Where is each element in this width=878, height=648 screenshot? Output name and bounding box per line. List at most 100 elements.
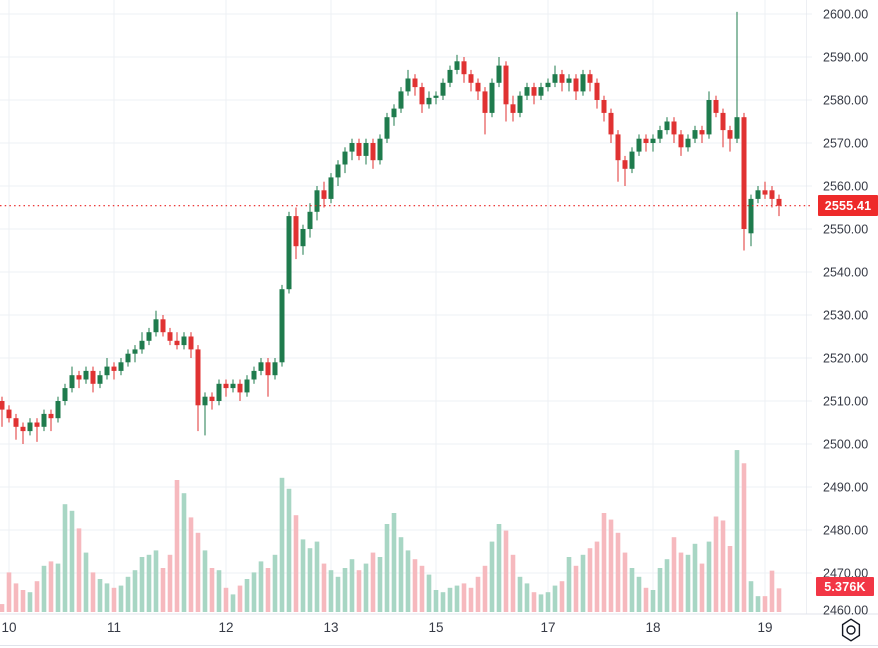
candle-down bbox=[503, 65, 509, 105]
candle-up bbox=[216, 383, 222, 401]
candle-up bbox=[342, 151, 348, 165]
candle-up bbox=[517, 95, 523, 113]
volume-bar bbox=[776, 588, 782, 612]
candle-down bbox=[678, 134, 684, 148]
volume-bar bbox=[188, 517, 194, 612]
price-scale-settings-button[interactable] bbox=[838, 618, 864, 642]
volume-bar bbox=[209, 568, 215, 612]
time-axis-label: 10 bbox=[1, 620, 16, 635]
candle-down bbox=[356, 143, 362, 156]
candle-up bbox=[398, 91, 404, 109]
volume-bar bbox=[20, 590, 26, 612]
volume-label: 5.376K bbox=[816, 577, 874, 596]
candle-up bbox=[83, 370, 89, 380]
candle-up bbox=[307, 211, 313, 229]
candle-up bbox=[251, 370, 257, 380]
candle-down bbox=[475, 82, 481, 92]
volume-bar bbox=[0, 604, 5, 612]
volume-bar bbox=[671, 537, 677, 612]
volume-bar bbox=[412, 559, 418, 612]
candle-down bbox=[741, 117, 747, 229]
candle-wick bbox=[134, 345, 136, 363]
candle-up bbox=[349, 143, 355, 152]
volume-bar bbox=[545, 592, 551, 612]
candle-up bbox=[636, 138, 642, 152]
volume-bar bbox=[496, 524, 502, 612]
candle-down bbox=[720, 112, 726, 131]
candle-up bbox=[580, 74, 586, 92]
volume-bar bbox=[272, 554, 278, 612]
candle-up bbox=[335, 164, 341, 178]
volume-bar bbox=[230, 594, 236, 612]
volume-bar bbox=[482, 565, 488, 612]
volume-bar bbox=[608, 519, 614, 612]
candle-wick bbox=[204, 392, 206, 436]
candle-wick bbox=[435, 91, 437, 105]
volume-bar bbox=[762, 596, 768, 612]
volume-bar bbox=[307, 548, 313, 612]
candle-up bbox=[244, 379, 250, 393]
candle-wick bbox=[736, 11, 738, 143]
candle-down bbox=[293, 216, 299, 247]
volume-bar bbox=[167, 554, 173, 612]
volume-bar bbox=[384, 524, 390, 612]
price-axis-label: 2580.00 bbox=[823, 94, 868, 108]
gear-icon bbox=[841, 618, 861, 642]
candle-up bbox=[650, 138, 656, 143]
candle-up bbox=[748, 198, 754, 234]
candle-wick bbox=[50, 409, 52, 432]
candle-down bbox=[0, 401, 5, 410]
volume-bar bbox=[755, 596, 761, 612]
volume-bar bbox=[251, 572, 257, 612]
volume-bar bbox=[573, 565, 579, 612]
volume-bar bbox=[734, 450, 740, 612]
price-axis-label: 2530.00 bbox=[823, 309, 868, 323]
candle-down bbox=[482, 91, 488, 113]
volume-bar bbox=[6, 572, 12, 612]
volume-bar bbox=[510, 554, 516, 612]
candle-up bbox=[524, 87, 530, 96]
candle-down bbox=[20, 426, 26, 432]
candle-wick bbox=[624, 155, 626, 186]
candle-up bbox=[454, 61, 460, 70]
volume-bar bbox=[391, 513, 397, 612]
price-axis[interactable] bbox=[806, 0, 878, 614]
volume-bar bbox=[146, 554, 152, 612]
candle-down bbox=[223, 383, 229, 389]
candle-down bbox=[468, 74, 474, 83]
candle-up bbox=[153, 319, 159, 333]
candle-down bbox=[608, 112, 614, 135]
volume-bar bbox=[90, 572, 96, 612]
time-axis[interactable] bbox=[0, 614, 806, 648]
volume-bar bbox=[244, 579, 250, 612]
price-axis-label: 2480.00 bbox=[823, 524, 868, 538]
volume-bar bbox=[13, 583, 19, 612]
candle-wick bbox=[1, 396, 3, 427]
volume-bar bbox=[48, 561, 54, 612]
volume-bar bbox=[566, 557, 572, 612]
candle-down bbox=[762, 190, 768, 195]
volume-bar bbox=[524, 583, 530, 612]
candle-down bbox=[321, 190, 327, 199]
volume-bar bbox=[160, 568, 166, 612]
candle-up bbox=[433, 95, 439, 98]
candle-up bbox=[139, 340, 145, 350]
volume-bar bbox=[83, 552, 89, 612]
candle-up bbox=[27, 422, 33, 432]
candle-up bbox=[391, 108, 397, 118]
candle-up bbox=[377, 138, 383, 161]
candle-up bbox=[286, 216, 292, 290]
volume-bar bbox=[139, 557, 145, 612]
volume-bar bbox=[349, 559, 355, 612]
volume-bar bbox=[111, 587, 117, 612]
volume-bar bbox=[650, 590, 656, 612]
candle-up bbox=[258, 362, 264, 371]
volume-bar bbox=[195, 532, 201, 612]
candle-wick bbox=[36, 418, 38, 442]
candle-wick bbox=[764, 181, 766, 199]
volume-bar bbox=[741, 463, 747, 612]
volume-bar bbox=[643, 587, 649, 612]
candle-up bbox=[132, 349, 138, 354]
candle-down bbox=[195, 349, 201, 406]
